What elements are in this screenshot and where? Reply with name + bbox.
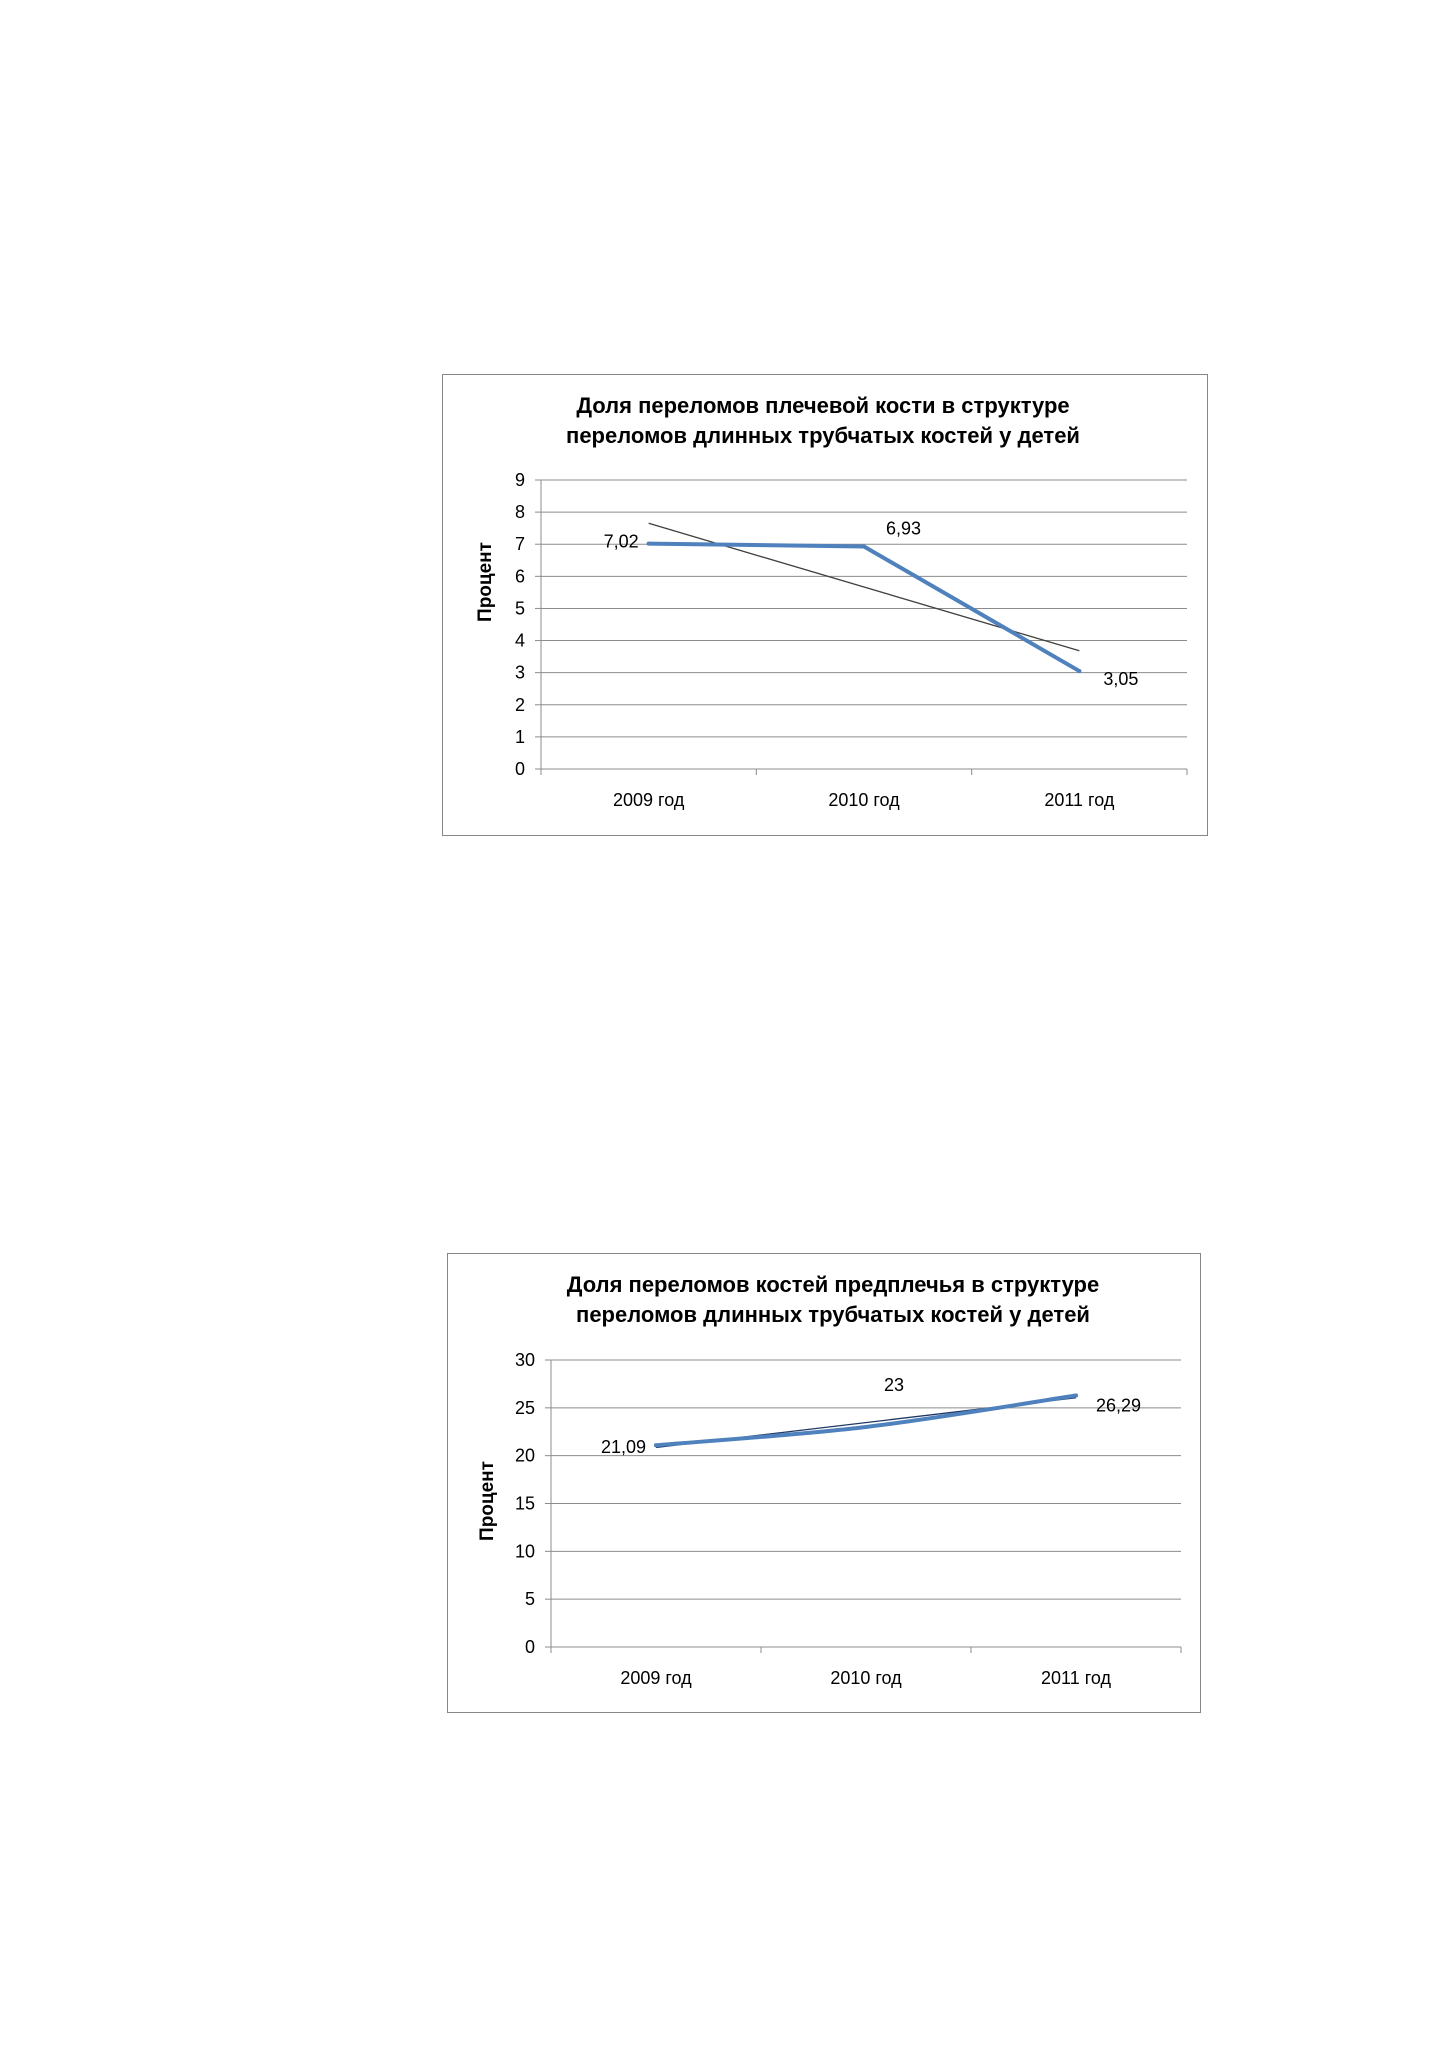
y-tick-label: 2 [515, 695, 525, 715]
chart-humerus-fractures: Доля переломов плечевой кости в структур… [442, 374, 1208, 836]
chart-humerus-fractures-svg: Доля переломов плечевой кости в структур… [475, 393, 1188, 810]
data-point [646, 541, 651, 546]
data-point [1077, 669, 1082, 674]
y-tick-label: 3 [515, 663, 525, 683]
data-point [862, 544, 866, 549]
y-tick-label: 20 [515, 1446, 535, 1466]
series-line [646, 541, 1082, 674]
data-label: 7,02 [604, 532, 639, 552]
x-tick-label: 2009 год [613, 790, 685, 810]
y-tick-label: 5 [525, 1589, 535, 1609]
y-axis-label: Процент [477, 1461, 498, 1541]
y-tick-label: 9 [515, 470, 525, 490]
data-point [864, 1424, 868, 1429]
chart-forearm-fractures: Доля переломов костей предплечья в струк… [447, 1253, 1201, 1713]
chart-title-line-2: переломов длинных трубчатых костей у дет… [566, 423, 1080, 448]
x-tick-label: 2010 год [830, 1668, 902, 1688]
y-tick-label: 15 [515, 1494, 535, 1514]
y-tick-label: 4 [515, 631, 525, 651]
data-label: 6,93 [886, 518, 921, 538]
plot-area: 0 1 2 3 4 5 6 7 8 9 2009 год 2010 год 2011 год 7,02 6,… [515, 470, 1188, 810]
y-tick-label: 30 [515, 1350, 535, 1370]
y-tick-label: 0 [525, 1637, 535, 1657]
data-point [654, 1443, 658, 1448]
data-label: 21,09 [601, 1437, 646, 1457]
data-point [1074, 1393, 1078, 1398]
data-label: 23 [884, 1375, 904, 1395]
series-line [654, 1393, 1078, 1448]
chart-forearm-fractures-svg: Доля переломов костей предплечья в струк… [477, 1272, 1182, 1688]
y-axis-label: Процент [475, 542, 496, 622]
y-tick-label: 25 [515, 1398, 535, 1418]
y-tick-label: 10 [515, 1541, 535, 1561]
y-tick-label: 8 [515, 502, 525, 522]
chart-title-line-2: переломов длинных трубчатых костей у дет… [576, 1302, 1090, 1327]
x-tick-label: 2009 год [620, 1668, 692, 1688]
y-tick-label: 5 [515, 598, 525, 618]
chart-title-line-1: Доля переломов плечевой кости в структур… [576, 393, 1069, 418]
chart-title-line-1: Доля переломов костей предплечья в струк… [567, 1272, 1099, 1297]
y-tick-label: 6 [515, 566, 525, 586]
x-tick-label: 2011 год [1041, 1668, 1111, 1688]
data-label: 3,05 [1103, 669, 1138, 689]
data-label: 26,29 [1096, 1395, 1141, 1415]
x-tick-label: 2010 год [828, 790, 900, 810]
y-tick-label: 1 [515, 727, 525, 747]
y-tick-label: 7 [515, 534, 525, 554]
plot-area: 0 5 10 15 20 25 30 2009 год 2010 год 2011 год 21,0… [515, 1350, 1182, 1688]
y-tick-label: 0 [515, 759, 525, 779]
x-tick-label: 2011 год [1044, 790, 1114, 810]
